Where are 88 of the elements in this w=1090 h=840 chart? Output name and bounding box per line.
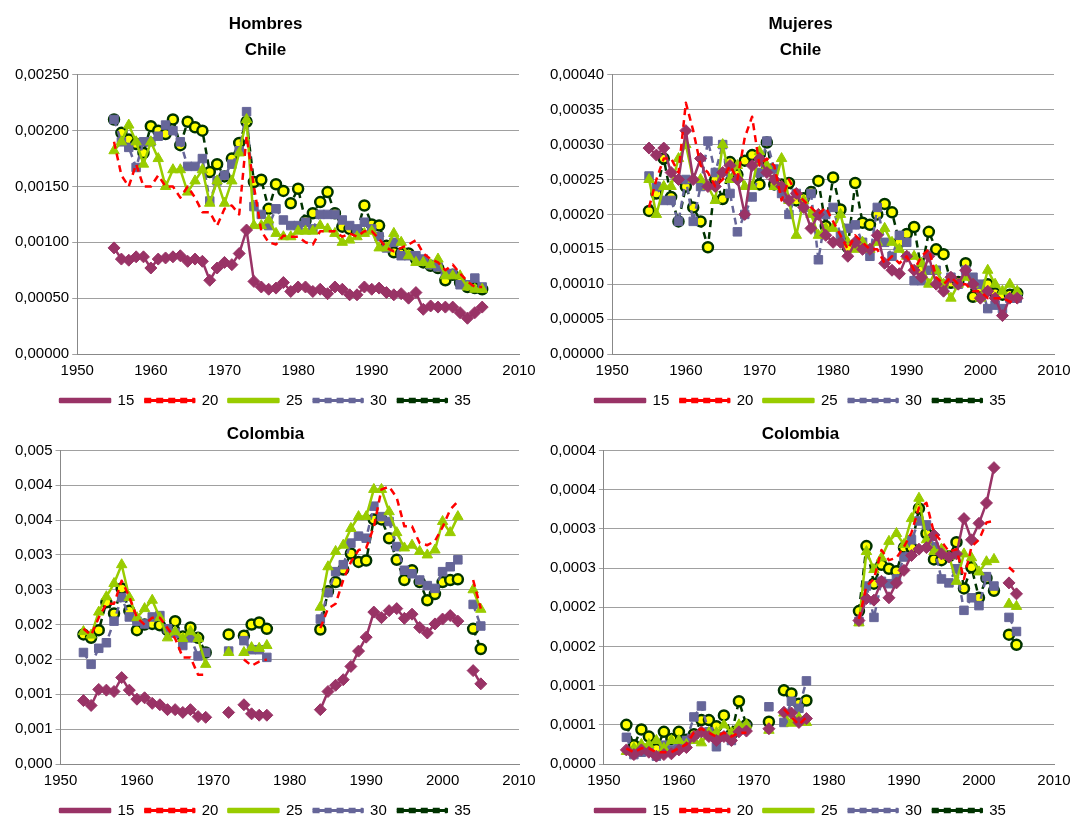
x-tick-label: 2010 [502, 771, 536, 789]
y-tick-label: 0,00150 [14, 176, 70, 194]
legend-label: 30 [905, 800, 922, 818]
legend-label: 15 [117, 800, 135, 818]
y-tick-label: 0,00000 [549, 344, 605, 362]
legend-label: 25 [285, 390, 303, 408]
x-tick-label: 2000 [428, 361, 463, 379]
x-tick-label: 1950 [587, 771, 621, 789]
y-tick-label: 0,00025 [549, 169, 605, 187]
x-tick-label: 1950 [43, 771, 78, 789]
y-tick-label: 0,0002 [549, 636, 596, 654]
x-tick-label: 1980 [816, 361, 850, 379]
x-tick-label: 1980 [812, 771, 846, 789]
y-tick-label: 0,0000 [549, 754, 596, 772]
x-tick-label: 2000 [425, 771, 460, 789]
legend-label: 15 [652, 800, 670, 818]
x-tick-label: 2010 [1037, 361, 1071, 379]
x-tick-label: 1970 [196, 771, 231, 789]
y-tick-label: 0,00000 [14, 344, 70, 362]
chart-title: Hombres [228, 13, 303, 33]
y-tick-label: 0,001 [14, 719, 53, 737]
y-tick-label: 0,0003 [549, 518, 596, 536]
y-tick-label: 0,003 [14, 579, 53, 597]
y-tick-label: 0,004 [14, 510, 53, 528]
y-tick-label: 0,005 [14, 440, 53, 458]
legend-label: 35 [454, 390, 471, 408]
x-tick-label: 1990 [349, 771, 383, 789]
y-tick-label: 0,0003 [549, 558, 596, 576]
legend-label: 20 [736, 800, 754, 818]
y-tick-label: 0,0001 [549, 675, 596, 693]
y-tick-label: 0,00100 [14, 232, 70, 250]
y-tick-label: 0,00040 [549, 64, 605, 82]
legend-label: 30 [370, 800, 387, 818]
y-tick-label: 0,001 [14, 684, 53, 702]
y-tick-label: 0,0004 [549, 479, 596, 497]
legend-label: 20 [201, 390, 219, 408]
y-tick-label: 0,00050 [14, 288, 70, 306]
legend-label: 15 [117, 390, 135, 408]
chart-title: Mujeres [768, 13, 833, 33]
x-tick-label: 1950 [60, 361, 94, 379]
y-tick-label: 0,003 [14, 545, 53, 563]
x-tick-label: 1990 [887, 771, 921, 789]
x-tick-label: 1960 [662, 771, 696, 789]
y-tick-label: 0,00005 [549, 309, 605, 327]
y-tick-label: 0,000 [14, 754, 53, 772]
legend-label: 25 [820, 390, 838, 408]
chart-title: Colombia [226, 423, 305, 443]
chart-subtitle: Chile [244, 40, 287, 60]
y-tick-label: 0,00030 [549, 134, 605, 152]
x-tick-label: 1980 [281, 361, 315, 379]
legend-label: 30 [905, 390, 922, 408]
x-tick-label: 1970 [737, 771, 771, 789]
y-tick-label: 0,00250 [14, 64, 70, 82]
legend-label: 15 [652, 390, 670, 408]
legend-label: 35 [454, 800, 471, 818]
x-tick-label: 1950 [595, 361, 629, 379]
legend-label: 25 [285, 800, 303, 818]
x-tick-label: 1970 [742, 361, 777, 379]
y-tick-label: 0,002 [14, 649, 53, 667]
y-tick-label: 0,0004 [549, 440, 596, 458]
y-tick-label: 0,002 [14, 614, 53, 632]
x-tick-label: 2000 [963, 361, 998, 379]
x-tick-label: 1960 [134, 361, 168, 379]
y-tick-label: 0,0002 [549, 597, 596, 615]
legend-label: 20 [201, 800, 219, 818]
x-tick-label: 1980 [273, 771, 307, 789]
chart-subtitle: Chile [779, 40, 822, 60]
x-tick-label: 2000 [962, 771, 996, 789]
x-tick-label: 1960 [120, 771, 154, 789]
y-tick-label: 0,00200 [14, 120, 70, 138]
x-tick-label: 2010 [1037, 771, 1071, 789]
x-tick-label: 1970 [207, 361, 242, 379]
y-tick-label: 0,004 [14, 475, 53, 493]
y-tick-label: 0,00015 [549, 239, 605, 257]
y-tick-label: 0,00010 [549, 274, 605, 292]
x-tick-label: 2010 [502, 361, 536, 379]
y-tick-label: 0,00020 [549, 204, 605, 222]
chart-title: Colombia [761, 423, 840, 443]
x-tick-label: 1990 [355, 361, 389, 379]
legend-label: 25 [820, 800, 838, 818]
y-tick-label: 0,00035 [549, 99, 605, 117]
y-tick-label: 0,0001 [549, 714, 596, 732]
legend-label: 35 [989, 800, 1006, 818]
x-tick-label: 1960 [669, 361, 703, 379]
legend-label: 35 [989, 390, 1006, 408]
legend-label: 20 [736, 390, 754, 408]
legend-label: 30 [370, 390, 387, 408]
x-tick-label: 1990 [890, 361, 924, 379]
